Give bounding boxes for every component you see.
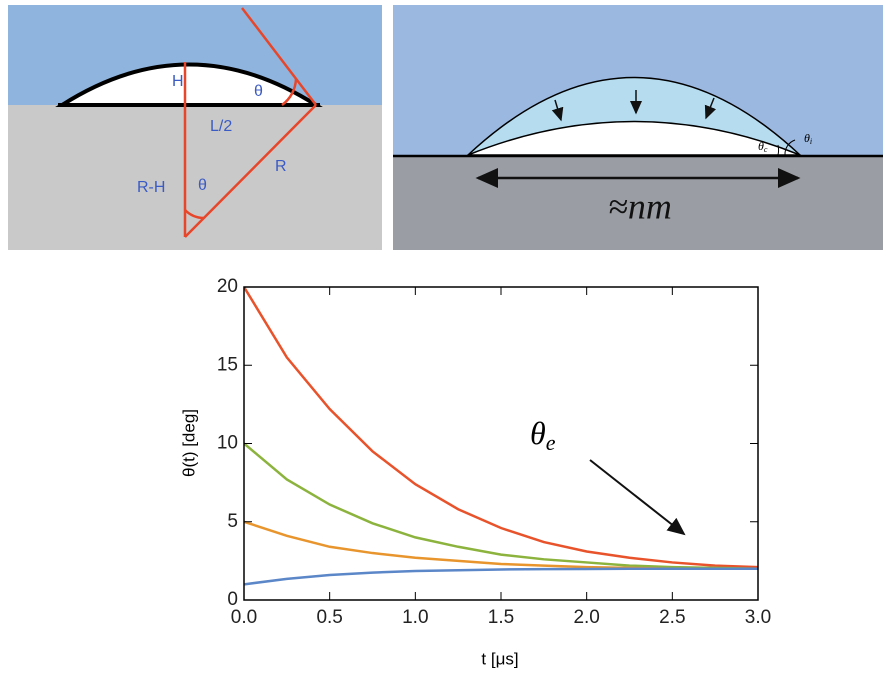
label: θ — [254, 83, 263, 100]
y-tick-label: 10 — [217, 433, 238, 454]
y-tick-label: 5 — [227, 511, 238, 532]
x-tick-label: 1.0 — [402, 607, 428, 628]
x-tick-label: 0.5 — [316, 607, 342, 628]
symbol: θ — [804, 131, 810, 145]
plot-background — [244, 287, 758, 600]
x-tick-label: 1.5 — [488, 607, 514, 628]
x-tick-label: 3.0 — [745, 607, 771, 628]
left-diagram: H θ L/2 R-H θ R — [8, 5, 382, 250]
annotation-arrow — [589, 459, 686, 536]
y-axis-label: θ(t) [deg] — [179, 409, 198, 477]
y-tick-label: 15 — [217, 354, 238, 375]
annotation: θe — [530, 415, 556, 455]
scale-label: ≈nm — [608, 186, 672, 226]
series-line — [244, 567, 758, 586]
subscript: i — [810, 137, 812, 146]
label: θ — [198, 177, 207, 194]
y-tick-label: 20 — [217, 276, 238, 297]
right-diagram: θc θi ≈nm — [393, 5, 883, 250]
angle-label: θc — [758, 139, 768, 154]
series-line — [244, 287, 758, 569]
subscript: e — [546, 430, 556, 455]
x-axis-label: t [μs] — [481, 649, 518, 668]
symbol: θ — [530, 415, 546, 451]
label: R-H — [137, 179, 165, 196]
plot: 0 5 10 15 20 0.0 0.5 1.0 1.5 2.0 2.5 3.0 — [217, 276, 771, 628]
label: R — [275, 158, 287, 175]
label: L/2 — [210, 118, 232, 135]
label: H — [172, 73, 184, 90]
x-tick-label: 0.0 — [231, 607, 257, 628]
angle-label: θi — [804, 131, 812, 146]
x-tick-label: 2.5 — [659, 607, 685, 628]
series-line — [244, 442, 758, 570]
y-tick-label: 0 — [227, 589, 238, 610]
subscript: c — [764, 145, 768, 154]
x-tick-label: 2.0 — [573, 607, 599, 628]
symbol: θ — [758, 139, 764, 153]
